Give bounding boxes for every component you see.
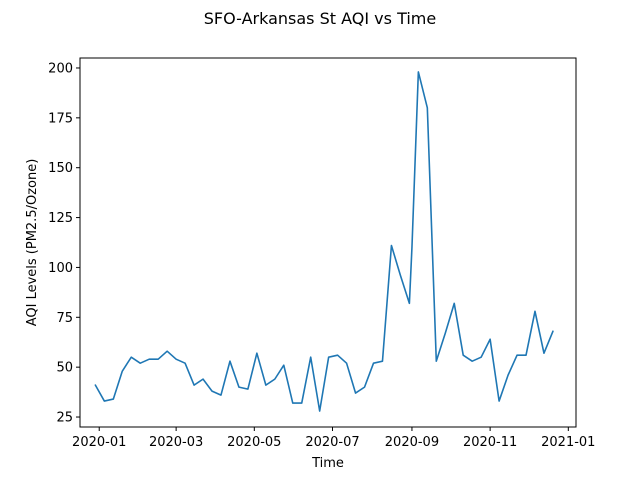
series-group [94, 71, 554, 412]
chart-title: SFO-Arkansas St AQI vs Time [204, 9, 436, 28]
x-tick-label: 2020-05 [227, 435, 281, 450]
x-tick-label: 2021-01 [541, 435, 595, 450]
x-axis-label: Time [311, 456, 344, 471]
y-axis-ticks: 25 50 75 100 125 150 175 200 [48, 61, 80, 426]
x-tick-label: 2020-09 [385, 435, 439, 450]
series-line [94, 71, 554, 412]
y-tick-label: 125 [48, 211, 73, 226]
y-tick-label: 25 [56, 411, 73, 426]
y-tick-label: 200 [48, 61, 73, 76]
plot-area-frame [79, 57, 577, 428]
x-tick-label: 2020-01 [72, 435, 126, 450]
y-tick-label: 75 [56, 311, 73, 326]
x-axis-ticks: 2020-01 2020-03 2020-05 2020-07 2020-09 2020-… [72, 427, 595, 450]
x-tick-label: 2020-03 [149, 435, 203, 450]
y-tick-label: 50 [56, 361, 73, 376]
x-tick-label: 2020-11 [463, 435, 517, 450]
y-axis-label: AQI Levels (PM2.5/Ozone) [25, 159, 40, 327]
y-tick-label: 150 [48, 161, 73, 176]
y-tick-label: 100 [48, 261, 73, 276]
x-tick-label: 2020-07 [305, 435, 359, 450]
y-tick-label: 175 [48, 111, 73, 126]
